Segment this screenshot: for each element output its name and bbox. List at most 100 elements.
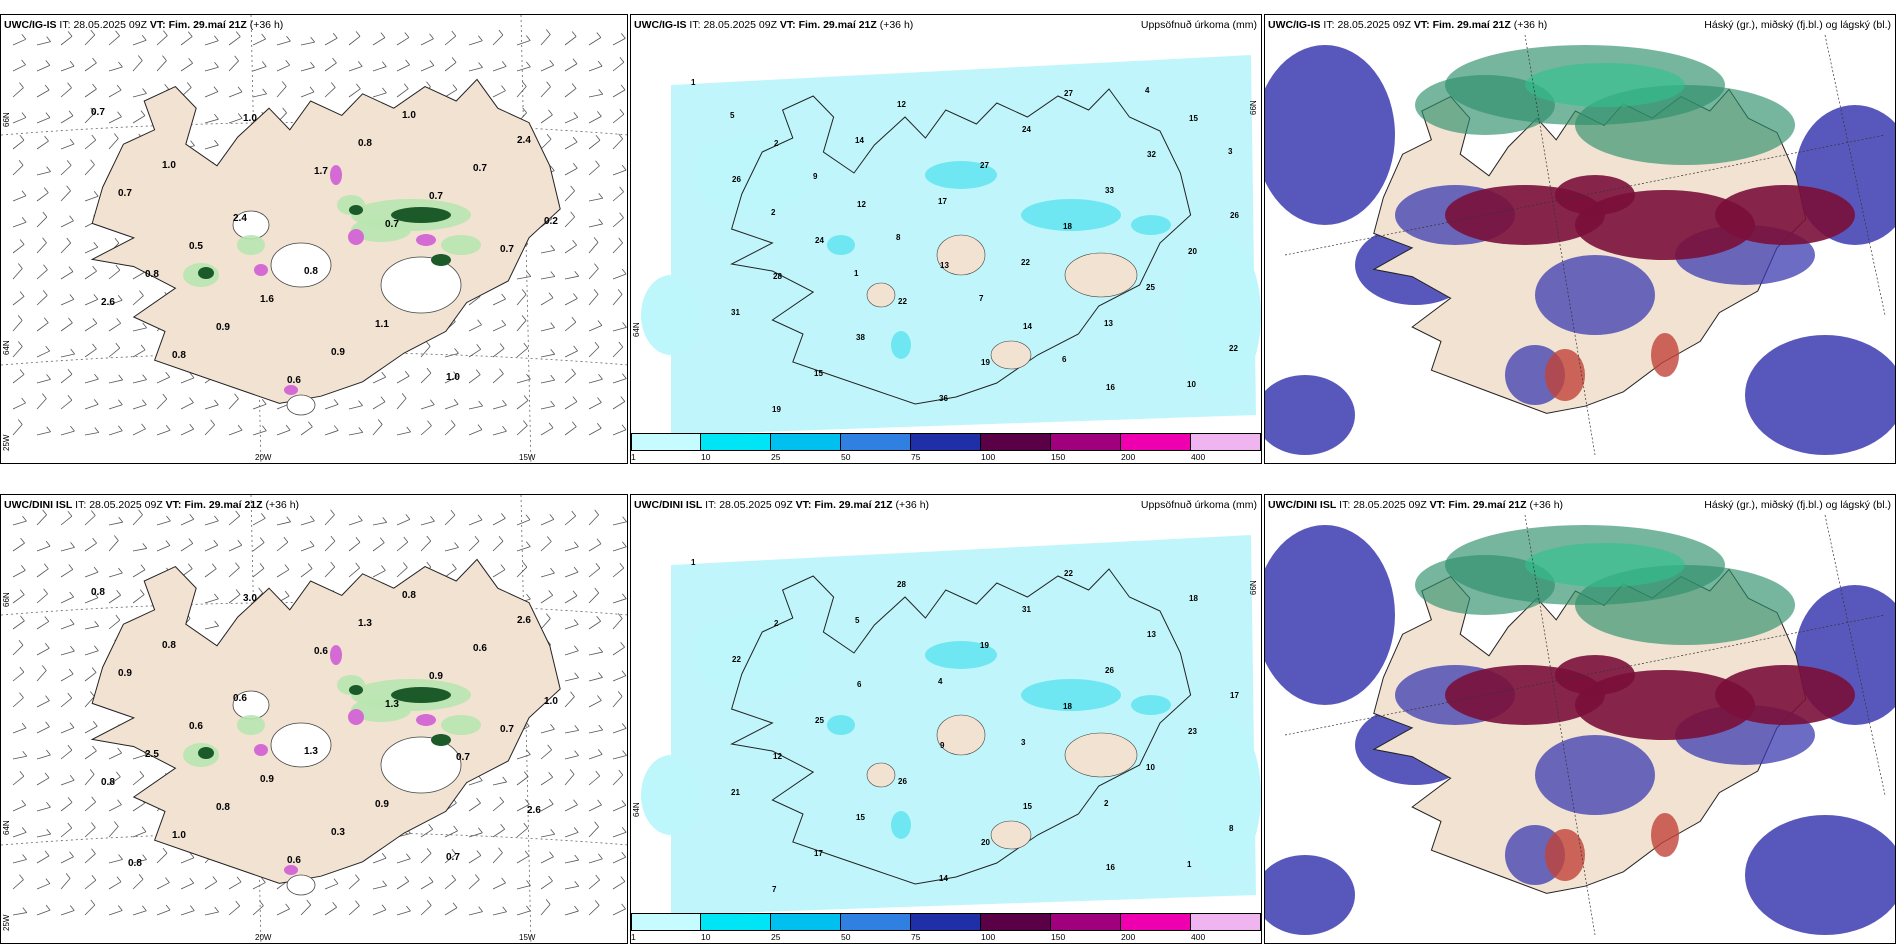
wind-barb-flag xyxy=(548,109,553,116)
wind-barb-flag xyxy=(597,695,602,701)
wind-barb-flag xyxy=(309,540,315,547)
wind-barb-flag xyxy=(594,509,599,516)
wind-barb xyxy=(180,882,194,890)
mid-cloud xyxy=(1555,655,1635,695)
wind-barb-flag xyxy=(478,62,483,68)
wind-barb-flag xyxy=(142,543,148,549)
wind-barb xyxy=(84,542,97,552)
colorbar-tick-label: 50 xyxy=(841,452,851,462)
wind-barb xyxy=(540,519,555,526)
wind-barb xyxy=(612,273,627,280)
iceland-landmass xyxy=(1372,568,1807,894)
wind-barb-flag xyxy=(501,61,507,67)
wind-barb-flag xyxy=(165,371,171,378)
wind-barb-flag xyxy=(521,81,527,87)
wind-barb-flag xyxy=(18,639,24,646)
wind-barb xyxy=(12,64,26,72)
wind-barb-flag xyxy=(114,535,119,541)
precip-shade-green xyxy=(441,715,481,735)
wind-barb-flag xyxy=(501,877,506,884)
wind-barb-flag xyxy=(475,369,481,375)
wind-barb-flag xyxy=(523,771,529,777)
wind-barb xyxy=(60,430,75,436)
precip-value-label: 14 xyxy=(855,136,864,145)
wind-barb xyxy=(108,540,119,552)
wind-barb xyxy=(372,376,386,384)
mid-cloud-edge xyxy=(1651,333,1679,377)
wind-barb-flag xyxy=(406,426,411,433)
wind-barb-flag xyxy=(502,399,507,406)
wind-barb-flag xyxy=(426,561,432,568)
wind-barb-flag xyxy=(453,398,459,405)
wind-barb-flag xyxy=(574,541,579,548)
wind-barb xyxy=(348,431,363,436)
wind-barb-flag xyxy=(526,373,531,380)
precip-moderate xyxy=(925,161,997,189)
wind-barb-flag xyxy=(117,111,122,117)
glacier xyxy=(270,242,332,288)
wind-barb-flag xyxy=(574,854,579,861)
wind-barb xyxy=(84,112,96,124)
wind-barb-flag xyxy=(574,905,579,912)
wind-barb xyxy=(204,40,219,46)
wind-barb xyxy=(588,165,600,176)
wind-barb xyxy=(588,37,602,46)
wind-barb xyxy=(84,62,97,72)
wind-barb-flag xyxy=(137,55,143,61)
wind-barb xyxy=(36,322,49,332)
wind-barb xyxy=(612,346,624,358)
wind-barb xyxy=(468,405,483,410)
wind-barb xyxy=(588,879,600,890)
wind-barb xyxy=(324,540,336,552)
wind-barb xyxy=(276,521,291,526)
wind-barb-flag xyxy=(356,83,361,90)
low-cloud xyxy=(1265,525,1395,705)
wind-barb-flag xyxy=(46,749,51,756)
wind-value-label: 3.0 xyxy=(243,593,257,604)
wind-barb xyxy=(540,276,555,280)
wind-barb-flag xyxy=(501,513,506,519)
wind-barb xyxy=(588,65,603,72)
wind-barb xyxy=(84,515,96,526)
precip-value-label: 8 xyxy=(1229,824,1234,833)
wind-barb xyxy=(36,568,49,578)
wind-barb-flag xyxy=(42,393,47,399)
wind-barb xyxy=(516,294,527,306)
wind-barb xyxy=(612,327,627,332)
wind-barb-flag xyxy=(429,60,435,66)
precip-field-extra xyxy=(641,275,701,355)
wind-barb xyxy=(612,138,623,150)
wind-barb xyxy=(228,544,242,552)
wind-barb-flag xyxy=(451,874,457,881)
wind-barb-flag xyxy=(502,776,507,783)
wind-barb-flag xyxy=(138,874,144,880)
wind-barb-flag xyxy=(618,341,624,348)
wind-barb xyxy=(612,727,627,734)
wind-barb xyxy=(204,544,218,552)
wind-barb xyxy=(612,217,624,228)
wind-barb xyxy=(492,66,507,72)
wind-barb-flag xyxy=(594,900,600,906)
wind-barb-flag xyxy=(45,345,50,352)
wind-barb xyxy=(396,910,411,916)
wind-barb xyxy=(612,113,625,124)
wind-barb xyxy=(228,398,239,410)
wind-barb-flag xyxy=(595,770,601,777)
wind-barb xyxy=(444,352,459,358)
wind-barb-flag xyxy=(594,263,599,269)
wind-barb-flag xyxy=(91,134,97,141)
wind-barb-flag xyxy=(67,822,73,829)
precip-value-label: 20 xyxy=(981,838,990,847)
wind-barb xyxy=(492,801,504,812)
wind-barb-flag xyxy=(188,57,193,64)
wind-barb xyxy=(396,541,409,552)
wind-barb xyxy=(84,672,97,682)
precip-value-label: 31 xyxy=(1022,605,1031,614)
wind-barb-flag xyxy=(260,513,266,519)
wind-barb-flag xyxy=(138,509,143,516)
wind-barb-flag xyxy=(617,289,623,295)
wind-barb xyxy=(612,774,624,786)
dry-land xyxy=(990,820,1032,850)
wind-barb xyxy=(492,781,507,786)
wind-barb-flag xyxy=(165,540,171,546)
